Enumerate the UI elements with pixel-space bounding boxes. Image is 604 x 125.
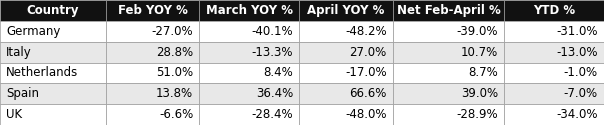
Bar — [199, 62, 299, 83]
Text: -34.0%: -34.0% — [556, 108, 598, 121]
Bar — [199, 0, 299, 21]
Text: 36.4%: 36.4% — [255, 87, 293, 100]
Bar — [504, 62, 604, 83]
Bar — [299, 83, 393, 104]
Text: 39.0%: 39.0% — [461, 87, 498, 100]
Bar — [106, 21, 199, 42]
Text: -48.2%: -48.2% — [345, 25, 387, 38]
Text: -13.0%: -13.0% — [556, 46, 598, 59]
Text: Net Feb-April %: Net Feb-April % — [397, 4, 500, 17]
Bar — [393, 104, 504, 125]
Text: YTD %: YTD % — [533, 4, 575, 17]
Text: -17.0%: -17.0% — [345, 66, 387, 79]
Text: -31.0%: -31.0% — [556, 25, 598, 38]
Text: -48.0%: -48.0% — [345, 108, 387, 121]
Text: -27.0%: -27.0% — [152, 25, 193, 38]
Text: -28.4%: -28.4% — [251, 108, 293, 121]
Bar — [106, 62, 199, 83]
Text: 51.0%: 51.0% — [156, 66, 193, 79]
Bar — [299, 104, 393, 125]
Bar — [199, 42, 299, 62]
Text: UK: UK — [6, 108, 22, 121]
Bar — [299, 62, 393, 83]
Text: March YOY %: March YOY % — [205, 4, 293, 17]
Bar — [299, 0, 393, 21]
Bar — [0, 42, 106, 62]
Text: April YOY %: April YOY % — [307, 4, 385, 17]
Text: Netherlands: Netherlands — [6, 66, 79, 79]
Text: -39.0%: -39.0% — [457, 25, 498, 38]
Bar — [0, 104, 106, 125]
Bar — [0, 0, 106, 21]
Bar — [199, 83, 299, 104]
Bar — [504, 42, 604, 62]
Text: -40.1%: -40.1% — [251, 25, 293, 38]
Bar — [504, 104, 604, 125]
Bar — [199, 104, 299, 125]
Text: Spain: Spain — [6, 87, 39, 100]
Text: 10.7%: 10.7% — [461, 46, 498, 59]
Bar — [0, 21, 106, 42]
Bar — [299, 21, 393, 42]
Text: -6.6%: -6.6% — [159, 108, 193, 121]
Bar — [393, 42, 504, 62]
Bar — [106, 104, 199, 125]
Text: 66.6%: 66.6% — [349, 87, 387, 100]
Bar — [106, 42, 199, 62]
Text: Feb YOY %: Feb YOY % — [118, 4, 187, 17]
Text: -13.3%: -13.3% — [251, 46, 293, 59]
Text: 8.4%: 8.4% — [263, 66, 293, 79]
Text: -28.9%: -28.9% — [457, 108, 498, 121]
Bar — [393, 83, 504, 104]
Bar — [393, 62, 504, 83]
Bar — [106, 0, 199, 21]
Bar — [106, 83, 199, 104]
Bar — [504, 0, 604, 21]
Bar — [0, 62, 106, 83]
Bar — [393, 21, 504, 42]
Bar — [0, 83, 106, 104]
Text: -1.0%: -1.0% — [564, 66, 598, 79]
Text: 27.0%: 27.0% — [349, 46, 387, 59]
Text: Country: Country — [27, 4, 79, 17]
Text: Italy: Italy — [6, 46, 32, 59]
Text: 28.8%: 28.8% — [156, 46, 193, 59]
Text: 8.7%: 8.7% — [469, 66, 498, 79]
Text: -7.0%: -7.0% — [564, 87, 598, 100]
Bar — [199, 21, 299, 42]
Text: 13.8%: 13.8% — [156, 87, 193, 100]
Text: Germany: Germany — [6, 25, 60, 38]
Bar — [504, 21, 604, 42]
Bar — [504, 83, 604, 104]
Bar — [299, 42, 393, 62]
Bar — [393, 0, 504, 21]
